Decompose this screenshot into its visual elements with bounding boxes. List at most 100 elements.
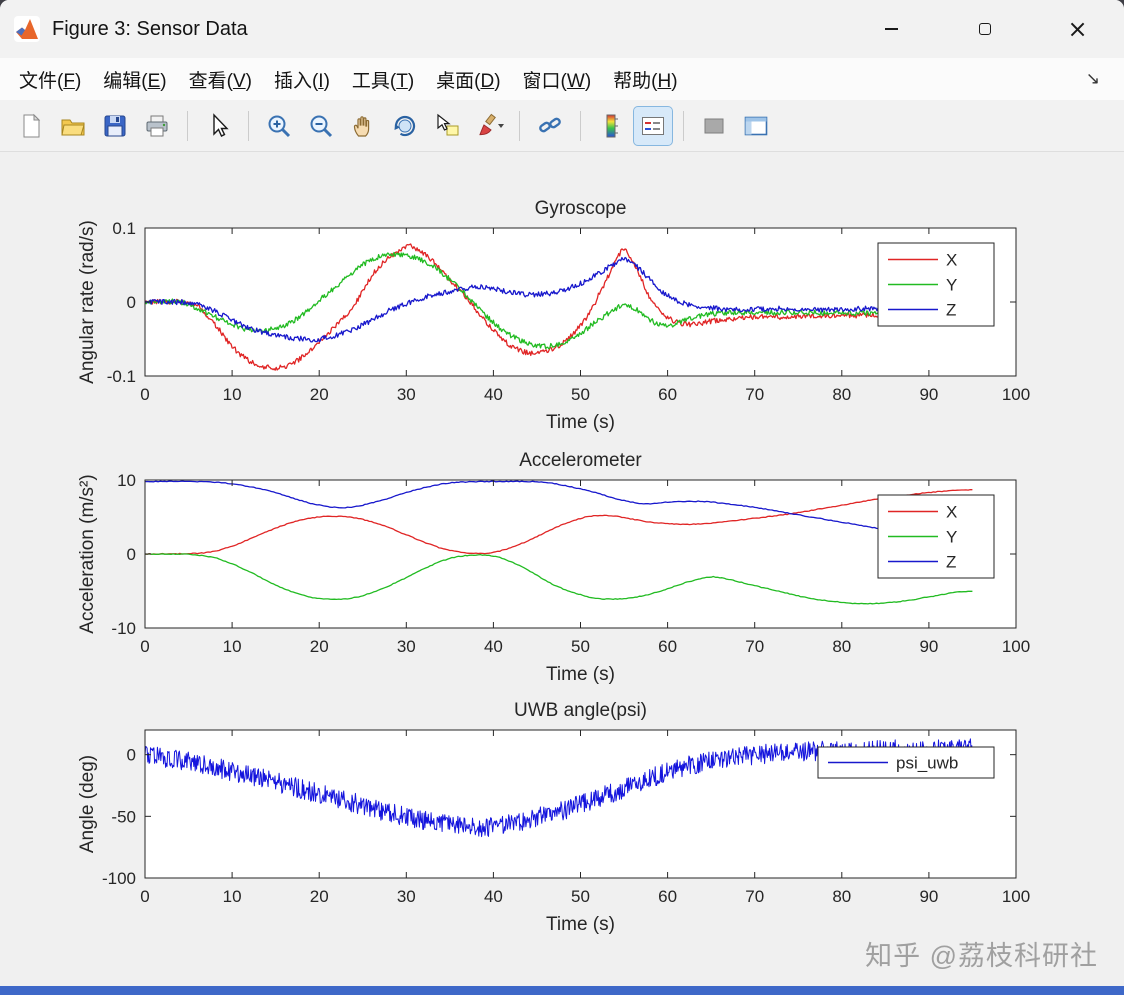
insert-colorbar-button[interactable]: [592, 107, 630, 145]
y-tick-label: 10: [117, 471, 136, 490]
link-plot-button[interactable]: [531, 107, 569, 145]
chart-title: Gyroscope: [535, 198, 627, 219]
x-tick-label: 70: [745, 887, 764, 906]
series-y: [145, 251, 886, 350]
save-figure-button[interactable]: [96, 107, 134, 145]
y-axis-label: Angular rate (rad/s): [77, 220, 98, 384]
menu-item-window[interactable]: 窗口(W): [522, 70, 592, 92]
accelerometer-plot: 0 10 20 30 40 50 60 70 80 90 100-10010Acceleromete…: [77, 450, 1030, 685]
x-tick-label: 40: [484, 637, 503, 656]
menu-bar: 文件(F) 编辑(E) 查看(V) 插入(I) 工具(T) 桌面(D) 窗口(W) 帮助(H)…: [0, 58, 1124, 100]
new-figure-icon: [23, 113, 41, 137]
series-z: [145, 480, 973, 539]
legend-entry-label: Y: [946, 276, 957, 295]
x-tick-label: 10: [223, 385, 242, 404]
toolbar: [0, 100, 1124, 152]
x-tick-label: 80: [832, 887, 851, 906]
zoom-in-button[interactable]: [260, 107, 298, 145]
toolbar-separator: [683, 110, 684, 141]
series-z: [145, 256, 886, 343]
rotate-3d-icon: [394, 115, 416, 136]
accelerometer-chart: 0 10 20 30 40 50 60 70 80 90 100 -10 0 10 Acceleromete…: [0, 435, 1124, 690]
x-axis-label: Time (s): [546, 664, 615, 685]
menu-item-view[interactable]: 查看(V): [188, 70, 252, 92]
menu-item-tools[interactable]: 工具(T): [351, 70, 415, 92]
show-plot-tools-button[interactable]: [737, 107, 775, 145]
x-tick-label: 20: [310, 637, 329, 656]
open-file-icon: [61, 119, 85, 135]
brush-data-button[interactable]: [470, 107, 508, 145]
series-y: [145, 553, 973, 605]
new-figure-button[interactable]: [12, 107, 50, 145]
insert-colorbar-icon: [606, 114, 618, 137]
series-x: [145, 488, 973, 555]
rotate-3d-button[interactable]: [386, 107, 424, 145]
legend-entry-label: X: [946, 251, 957, 270]
close-button[interactable]: ×: [1067, 15, 1088, 43]
x-tick-label: 30: [397, 887, 416, 906]
y-tick-label: -100: [102, 869, 136, 888]
x-tick-label: 50: [571, 637, 590, 656]
x-tick-label: 60: [658, 887, 677, 906]
gyroscope-plot: 0 10 20 30 40 50 60 70 80 90 100-0.100.1GyroscopeT…: [77, 198, 1030, 433]
link-plot-icon: [539, 117, 561, 132]
y-tick-label: 0: [127, 746, 136, 765]
y-axis-label: Angle (deg): [77, 755, 98, 853]
x-tick-label: 90: [919, 637, 938, 656]
y-tick-label: 0: [127, 293, 136, 312]
save-figure-icon: [104, 115, 126, 136]
x-tick-label: 80: [832, 385, 851, 404]
uwb-angle-chart: 0 10 20 30 40 50 60 70 80 90 100 -100 -50 0 UWB angle(…: [0, 685, 1124, 940]
zoom-out-button[interactable]: [302, 107, 340, 145]
x-tick-label: 60: [658, 385, 677, 404]
window-title: Figure 3: Sensor Data: [52, 17, 248, 40]
legend-entry-label: Z: [946, 301, 956, 320]
menu-item-edit[interactable]: 编辑(E): [103, 70, 167, 92]
toolbar-separator: [187, 110, 188, 141]
hide-plot-tools-icon: [704, 118, 724, 133]
x-tick-label: 50: [571, 385, 590, 404]
menu-item-desktop[interactable]: 桌面(D): [436, 70, 501, 92]
x-tick-label: 60: [658, 637, 677, 656]
edit-plot-icon: [213, 112, 229, 137]
dock-arrow-icon[interactable]: ↘: [1085, 69, 1100, 88]
minimize-button[interactable]: [845, 0, 938, 58]
menu-item-insert[interactable]: 插入(I): [273, 70, 330, 92]
x-axis-label: Time (s): [546, 914, 615, 935]
open-file-button[interactable]: [54, 107, 92, 145]
show-plot-tools-icon: [744, 116, 768, 135]
edit-plot-button[interactable]: [199, 107, 237, 145]
legend-entry-label: Z: [946, 553, 956, 572]
x-tick-label: 0: [140, 637, 149, 656]
y-axis-label: Acceleration (m/s²): [77, 474, 98, 633]
toolbar-separator: [580, 110, 581, 141]
maximize-button[interactable]: [938, 0, 1031, 58]
menu-item-file[interactable]: 文件(F): [19, 70, 82, 92]
hide-plot-tools-button[interactable]: [695, 107, 733, 145]
toolbar-separator: [248, 110, 249, 141]
x-tick-label: 10: [223, 887, 242, 906]
menu-item-help[interactable]: 帮助(H): [613, 70, 678, 92]
x-tick-label: 70: [745, 385, 764, 404]
desktop-background-strip: [0, 986, 1124, 995]
x-tick-label: 20: [310, 385, 329, 404]
x-tick-label: 0: [140, 887, 149, 906]
x-tick-label: 30: [397, 637, 416, 656]
data-cursor-button[interactable]: [428, 107, 466, 145]
pan-button[interactable]: [344, 107, 382, 145]
uwb-angle-plot: 0 10 20 30 40 50 60 70 80 90 100 -100 -50 0 UWB angle(…: [77, 700, 1030, 935]
x-tick-label: 80: [832, 637, 851, 656]
series-x: [145, 243, 887, 371]
x-tick-label: 10: [223, 637, 242, 656]
x-tick-label: 50: [571, 887, 590, 906]
legend-entry-label: X: [946, 503, 957, 522]
legend-entry-label: Y: [946, 528, 957, 547]
insert-legend-button[interactable]: [633, 105, 673, 146]
y-tick-label: 0.1: [112, 219, 136, 238]
x-axis-label: Time (s): [546, 412, 615, 433]
print-figure-button[interactable]: [138, 107, 176, 145]
x-tick-label: 90: [919, 887, 938, 906]
watermark-text: 知乎 @荔枝科研社: [865, 941, 1098, 971]
